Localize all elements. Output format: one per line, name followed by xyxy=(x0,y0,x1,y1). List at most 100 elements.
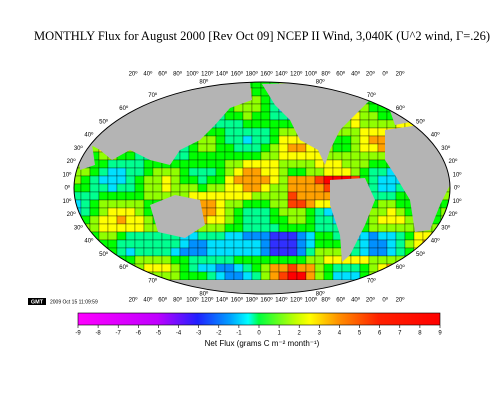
ocean-cell xyxy=(242,191,253,201)
ocean-cell xyxy=(197,239,208,249)
ocean-cell xyxy=(224,199,235,209)
ocean-cell xyxy=(287,263,298,273)
ocean-cell xyxy=(161,167,172,177)
ocean-cell xyxy=(305,183,316,193)
ocean-cell xyxy=(242,255,253,265)
ocean-cell xyxy=(242,215,253,225)
ocean-cell xyxy=(296,239,307,249)
ocean-cell xyxy=(386,183,397,193)
ocean-cell xyxy=(98,183,109,193)
ocean-cell xyxy=(377,87,388,97)
ocean-cell xyxy=(197,255,208,265)
ocean-cell xyxy=(80,95,91,105)
ocean-cell xyxy=(143,191,154,201)
ocean-cell xyxy=(431,263,442,273)
ocean-cell xyxy=(251,263,262,273)
ocean-cell xyxy=(350,255,361,265)
ocean-cell xyxy=(404,239,415,249)
ocean-cell xyxy=(386,215,397,225)
ocean-cell xyxy=(215,215,226,225)
ocean-cell xyxy=(296,215,307,225)
ocean-cell xyxy=(152,183,163,193)
ocean-cell xyxy=(404,223,415,233)
lon-label: 160º xyxy=(260,297,273,304)
lon-label: 80º xyxy=(173,71,183,78)
lat-label: 70º xyxy=(367,277,377,284)
ocean-cell xyxy=(440,287,450,294)
ocean-cell xyxy=(116,159,127,169)
ocean-cell xyxy=(134,87,145,97)
ocean-cell xyxy=(260,111,271,121)
ocean-cell xyxy=(134,239,145,249)
ocean-cell xyxy=(74,263,82,273)
ocean-cell xyxy=(449,231,450,241)
ocean-cell xyxy=(269,143,280,153)
ocean-cell xyxy=(74,119,82,129)
ocean-cell xyxy=(116,247,127,257)
ocean-cell xyxy=(395,199,406,209)
ocean-cell xyxy=(359,143,370,153)
ocean-cell xyxy=(152,167,163,177)
lon-label: 20º xyxy=(366,71,376,78)
ocean-cell xyxy=(269,199,280,209)
ocean-cell xyxy=(395,82,406,89)
ocean-cell xyxy=(314,191,325,201)
ocean-cell xyxy=(80,255,91,265)
ocean-cell xyxy=(242,151,253,161)
ocean-cell xyxy=(278,159,289,169)
ocean-cell xyxy=(197,159,208,169)
ocean-cell xyxy=(269,223,280,233)
lon-label: 120º xyxy=(201,71,214,78)
ocean-cell xyxy=(188,287,199,294)
ocean-cell xyxy=(143,287,154,294)
ocean-cell xyxy=(314,215,325,225)
ocean-cell xyxy=(314,159,325,169)
ocean-cell xyxy=(98,287,109,294)
ocean-cell xyxy=(161,87,172,97)
ocean-cell xyxy=(395,231,406,241)
colorbar-tick-label: 2 xyxy=(298,331,302,337)
ocean-cell xyxy=(314,263,325,273)
ocean-cell xyxy=(215,135,226,145)
ocean-cell xyxy=(260,255,271,265)
ocean-cell xyxy=(260,151,271,161)
ocean-cell xyxy=(80,263,91,273)
ocean-cell xyxy=(449,239,450,249)
ocean-cell xyxy=(359,231,370,241)
ocean-cell xyxy=(449,247,450,257)
ocean-cell xyxy=(74,271,82,281)
ocean-cell xyxy=(161,279,172,289)
ocean-cell xyxy=(269,271,280,281)
ocean-cell xyxy=(332,255,343,265)
ocean-cell xyxy=(242,175,253,185)
ocean-cell xyxy=(278,271,289,281)
ocean-cell xyxy=(224,167,235,177)
ocean-cell xyxy=(206,239,217,249)
lon-label: 80º xyxy=(321,297,331,304)
ocean-cell xyxy=(386,279,397,289)
ocean-cell xyxy=(278,119,289,129)
ocean-cell xyxy=(74,191,82,201)
ocean-cell xyxy=(107,111,118,121)
ocean-cell xyxy=(278,263,289,273)
ocean-cell xyxy=(251,215,262,225)
colorbar-tick-label: 0 xyxy=(257,331,261,337)
ocean-cell xyxy=(116,82,127,89)
ocean-cell xyxy=(368,143,379,153)
ocean-cell xyxy=(107,287,118,294)
ocean-cell xyxy=(152,255,163,265)
ocean-cell xyxy=(395,207,406,217)
ocean-cell xyxy=(152,175,163,185)
ocean-cell xyxy=(449,263,450,273)
ocean-cell xyxy=(107,103,118,113)
ocean-cell xyxy=(269,239,280,249)
ocean-cell xyxy=(359,135,370,145)
ocean-cell xyxy=(323,82,334,89)
ocean-cell xyxy=(116,183,127,193)
ocean-cell xyxy=(260,247,271,257)
ocean-cell xyxy=(422,95,433,105)
ocean-cell xyxy=(98,167,109,177)
ocean-cell xyxy=(422,263,433,273)
lon-label: 120º xyxy=(201,297,214,304)
